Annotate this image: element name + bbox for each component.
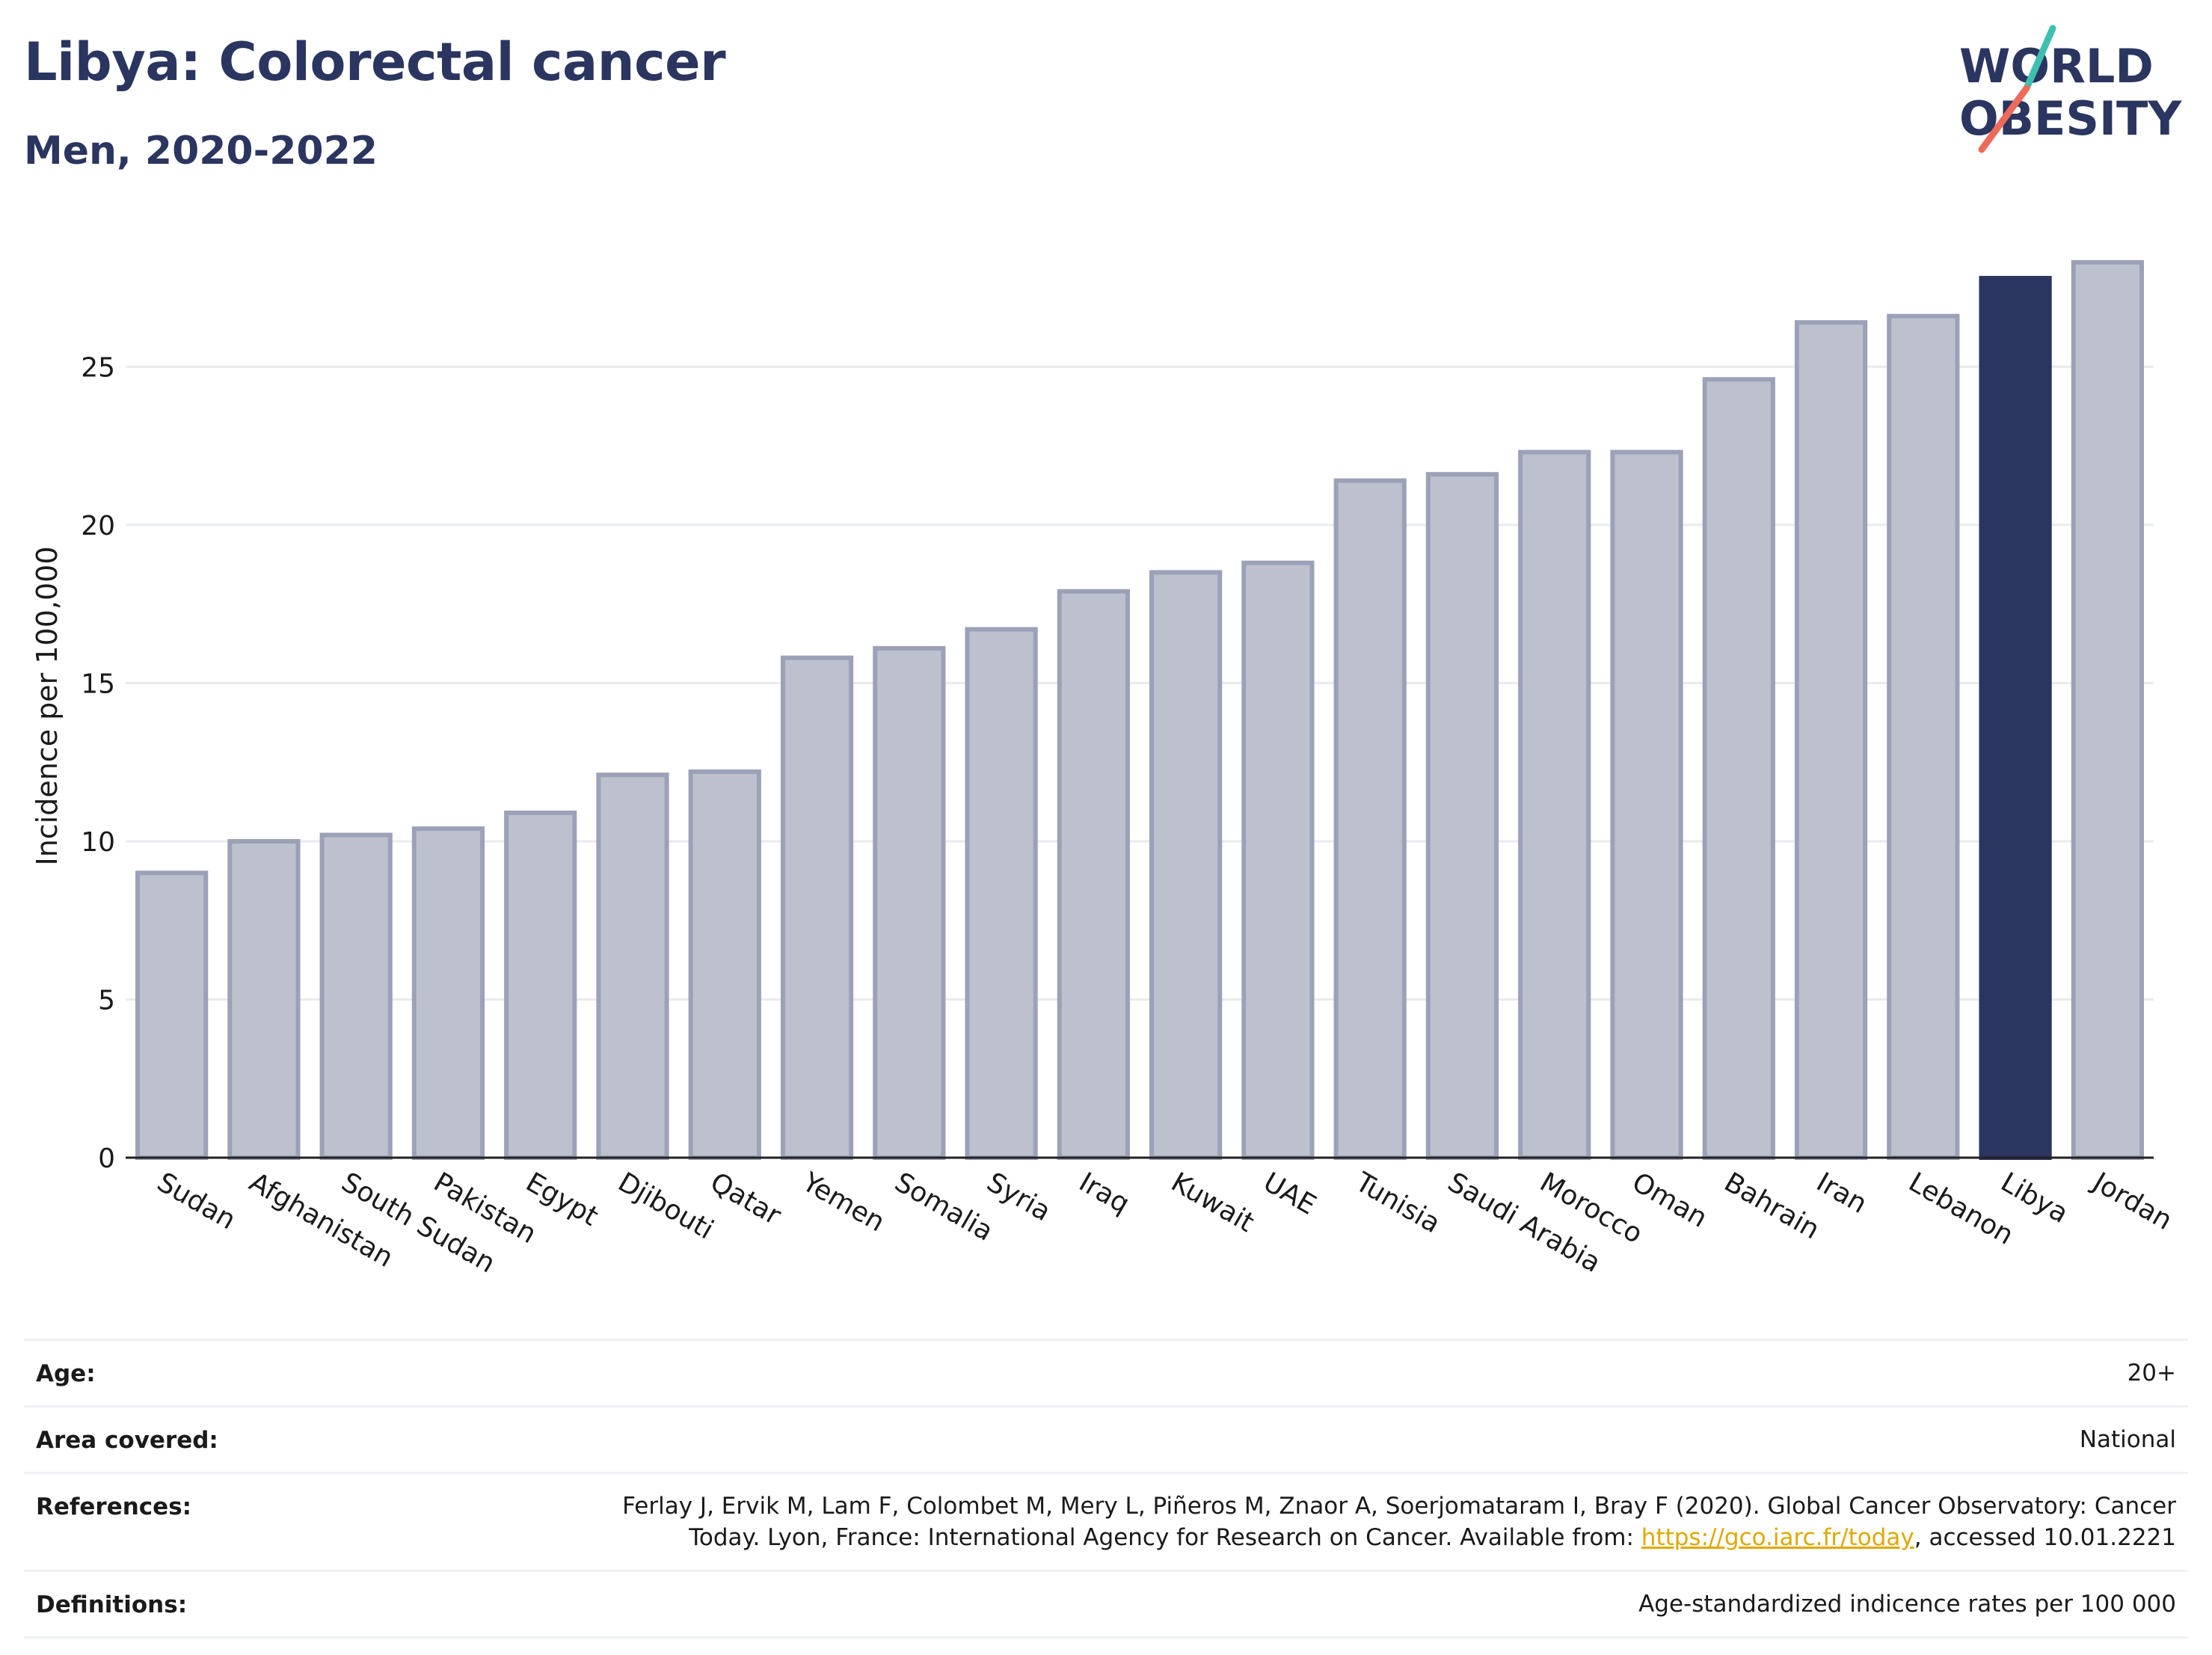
bar-libya <box>1979 275 2052 1160</box>
bar-south-sudan <box>319 832 393 1161</box>
bar-egypt <box>504 810 577 1161</box>
x-tick-label: Kuwait <box>1166 1167 1259 1238</box>
x-tick-label: Bahrain <box>1719 1167 1825 1245</box>
x-tick-label: Djibouti <box>613 1167 719 1245</box>
info-table: Age: 20+ Area covered: National Referenc… <box>24 1339 2188 1639</box>
bar-morocco <box>1518 449 1591 1160</box>
bar-kuwait <box>1149 570 1223 1160</box>
bar-sudan <box>135 871 209 1161</box>
y-tick-label: 0 <box>98 1143 115 1174</box>
bar-jordan <box>2071 260 2144 1160</box>
bar-pakistan <box>411 826 485 1160</box>
info-row-age: Age: 20+ <box>24 1339 2188 1405</box>
y-tick-label: 20 <box>81 511 115 541</box>
bar-syria <box>965 627 1038 1160</box>
x-tick-label: Jordan <box>2086 1166 2177 1236</box>
bar-bahrain <box>1702 377 1775 1160</box>
bar-yemen <box>780 655 854 1160</box>
world-obesity-logo: WORLD OBESITY <box>1959 25 2182 153</box>
bar-oman <box>1610 449 1683 1160</box>
bar-uae <box>1241 560 1315 1160</box>
bar-afghanistan <box>227 838 301 1160</box>
y-tick-label: 25 <box>81 352 115 383</box>
reference-link[interactable]: https://gco.iarc.fr/today <box>1641 1524 1914 1551</box>
bar-tunisia <box>1333 478 1407 1160</box>
bar-somalia <box>873 645 946 1160</box>
bar-iraq <box>1057 589 1130 1160</box>
logo-line2: OBESITY <box>1959 91 2182 146</box>
info-row-area: Area covered: National <box>24 1405 2188 1472</box>
x-tick-label: Lebanon <box>1903 1167 2018 1251</box>
page-subtitle: Men, 2020-2022 <box>24 129 378 174</box>
x-tick-label: Yemen <box>796 1167 890 1238</box>
info-label: Area covered: <box>36 1427 218 1454</box>
x-tick-label: UAE <box>1258 1167 1321 1220</box>
bars <box>135 260 2144 1161</box>
x-tick-label: Qatar <box>705 1167 786 1231</box>
bar-iran <box>1794 320 1868 1160</box>
x-tick-label: Iraq <box>1074 1167 1134 1220</box>
y-tick-label: 15 <box>81 669 115 699</box>
x-tick-label: Sudan <box>152 1167 241 1235</box>
info-row-definitions: Definitions: Age-standardized indicence … <box>24 1570 2188 1639</box>
info-value: National <box>2079 1426 2176 1453</box>
x-tick-label: Iran <box>1811 1167 1872 1220</box>
y-axis-title: Incidence per 100,000 <box>31 546 64 865</box>
x-tick-label: Saudi Arabia <box>1443 1167 1606 1279</box>
y-tick-label: 5 <box>98 985 115 1016</box>
page-title: Libya: Colorectal cancer <box>24 31 726 93</box>
x-tick-label: Tunisia <box>1350 1167 1446 1239</box>
info-value: Ferlay J, Ervik M, Lam F, Colombet M, Me… <box>598 1474 2176 1570</box>
info-value: 20+ <box>2127 1360 2176 1387</box>
bar-qatar <box>688 769 761 1160</box>
x-tick-label: Somalia <box>889 1167 998 1247</box>
logo-line1: WORLD <box>1959 39 2154 93</box>
bar-lebanon <box>1887 313 1960 1161</box>
info-row-references: References: Ferlay J, Ervik M, Lam F, Co… <box>24 1472 2188 1570</box>
info-label: References: <box>36 1493 192 1520</box>
info-label: Age: <box>36 1360 96 1387</box>
bar-djibouti <box>596 773 669 1161</box>
y-tick-label: 10 <box>81 827 115 858</box>
y-axis-ticks: 0 5 10 15 20 25 <box>81 352 115 1174</box>
info-label: Definitions: <box>36 1591 188 1618</box>
reference-suffix: , accessed 10.01.2221 <box>1914 1524 2176 1551</box>
info-value: Age-standardized indicence rates per 100… <box>1638 1591 2176 1618</box>
x-tick-label: South Sudan <box>337 1167 500 1279</box>
bar-saudi-arabia <box>1425 472 1499 1160</box>
reference-text: Ferlay J, Ervik M, Lam F, Colombet M, Me… <box>622 1493 2176 1551</box>
